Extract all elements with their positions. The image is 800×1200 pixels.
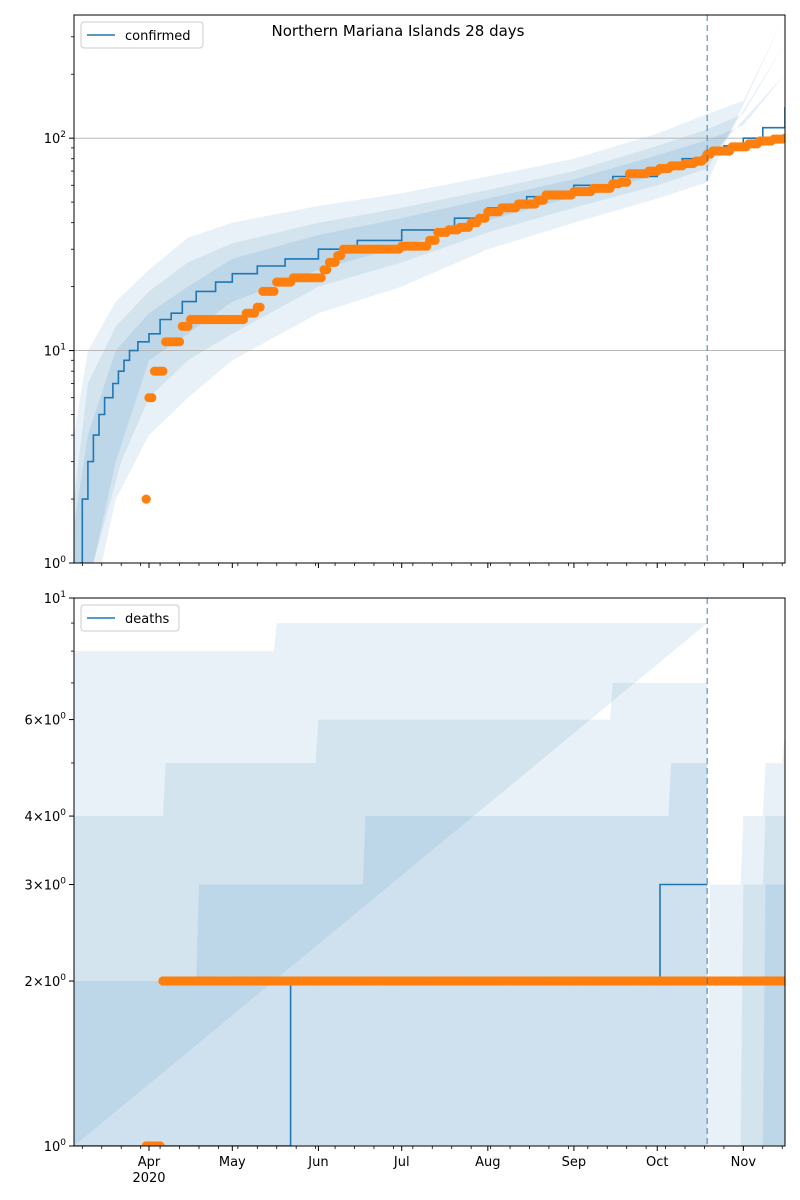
y-tick-base: 10 xyxy=(44,557,61,572)
y-tick-exp: 1 xyxy=(60,590,66,600)
x-tick-label: Nov xyxy=(731,1155,757,1170)
y-tick-label: 100 xyxy=(44,555,67,572)
y-tick-label: 6×100 xyxy=(25,712,67,729)
y-tick-exp: 0 xyxy=(60,877,66,887)
y-tick-label: 102 xyxy=(44,130,66,147)
legend-box xyxy=(80,21,204,49)
x-tick-label: Sep xyxy=(562,1155,587,1170)
observed-point xyxy=(158,366,168,376)
y-tick-coef: 4× xyxy=(25,810,44,825)
observed-point xyxy=(780,133,785,143)
observed-point xyxy=(255,302,265,312)
y-tick-label: 4×100 xyxy=(25,808,67,825)
y-tick-base: 10 xyxy=(44,132,61,147)
plot-area xyxy=(74,623,785,1146)
y-tick-label: 101 xyxy=(44,343,66,360)
y-tick-label: 2×100 xyxy=(25,973,67,990)
x-tick-label: Apr xyxy=(138,1155,161,1170)
y-tick-coef: 2× xyxy=(25,975,44,990)
observed-point xyxy=(147,393,157,403)
plot-area xyxy=(74,15,785,563)
legend-box xyxy=(80,604,180,632)
y-tick-base: 10 xyxy=(44,975,61,990)
observed-point xyxy=(183,321,193,331)
legend-entry: deaths xyxy=(125,612,170,627)
observed-point xyxy=(269,286,279,296)
x-tick-label: Oct xyxy=(646,1155,668,1170)
x-tick-label: Jul xyxy=(393,1155,410,1170)
legend-entry: confirmed xyxy=(125,29,191,44)
observed-point xyxy=(622,177,632,187)
legend: deaths xyxy=(80,604,180,632)
x-tick-label: May xyxy=(219,1155,246,1170)
observed-points xyxy=(141,133,785,504)
y-tick-label: 100 xyxy=(44,1138,67,1155)
band-inner xyxy=(74,763,708,1146)
band-middle xyxy=(74,43,785,563)
x-tick-label: Jun xyxy=(307,1155,328,1170)
y-tick-label: 101 xyxy=(44,590,66,607)
y-tick-coef: 3× xyxy=(25,879,44,894)
observed-points xyxy=(141,976,785,1146)
y-tick-base: 10 xyxy=(44,592,61,607)
observed-point xyxy=(141,494,151,504)
y-tick-exp: 0 xyxy=(60,555,66,565)
y-tick-exp: 0 xyxy=(60,973,66,983)
y-tick-label: 3×100 xyxy=(25,877,67,894)
y-tick-coef: 6× xyxy=(25,714,44,729)
y-tick-exp: 1 xyxy=(60,343,66,353)
band-outer xyxy=(74,15,785,563)
y-tick-base: 10 xyxy=(44,714,61,729)
band-middle xyxy=(74,682,708,1146)
chart-title: Northern Mariana Islands 28 days xyxy=(272,22,525,40)
observed-point xyxy=(780,976,785,986)
y-tick-base: 10 xyxy=(44,879,61,894)
observed-point xyxy=(316,273,326,283)
y-tick-base: 10 xyxy=(44,345,61,360)
y-tick-base: 10 xyxy=(44,1140,61,1155)
legend: confirmed xyxy=(80,21,204,49)
observed-point xyxy=(174,337,185,347)
observed-point xyxy=(322,265,332,275)
axes-frame xyxy=(73,14,786,564)
y-tick-exp: 0 xyxy=(60,808,66,818)
y-tick-exp: 0 xyxy=(60,1138,66,1148)
x-tick-label: Aug xyxy=(475,1155,500,1170)
y-tick-exp: 0 xyxy=(60,712,66,722)
y-tick-base: 10 xyxy=(44,810,61,825)
observed-point xyxy=(430,235,440,245)
axes-frame xyxy=(73,597,786,1147)
band-inner-forecast xyxy=(707,884,785,1146)
x-tick-sublabel: 2020 xyxy=(132,1171,165,1186)
y-tick-exp: 2 xyxy=(60,130,66,140)
band-outer xyxy=(74,623,708,1146)
observed-point xyxy=(155,1141,165,1146)
band-outer-forecast xyxy=(707,731,785,1146)
